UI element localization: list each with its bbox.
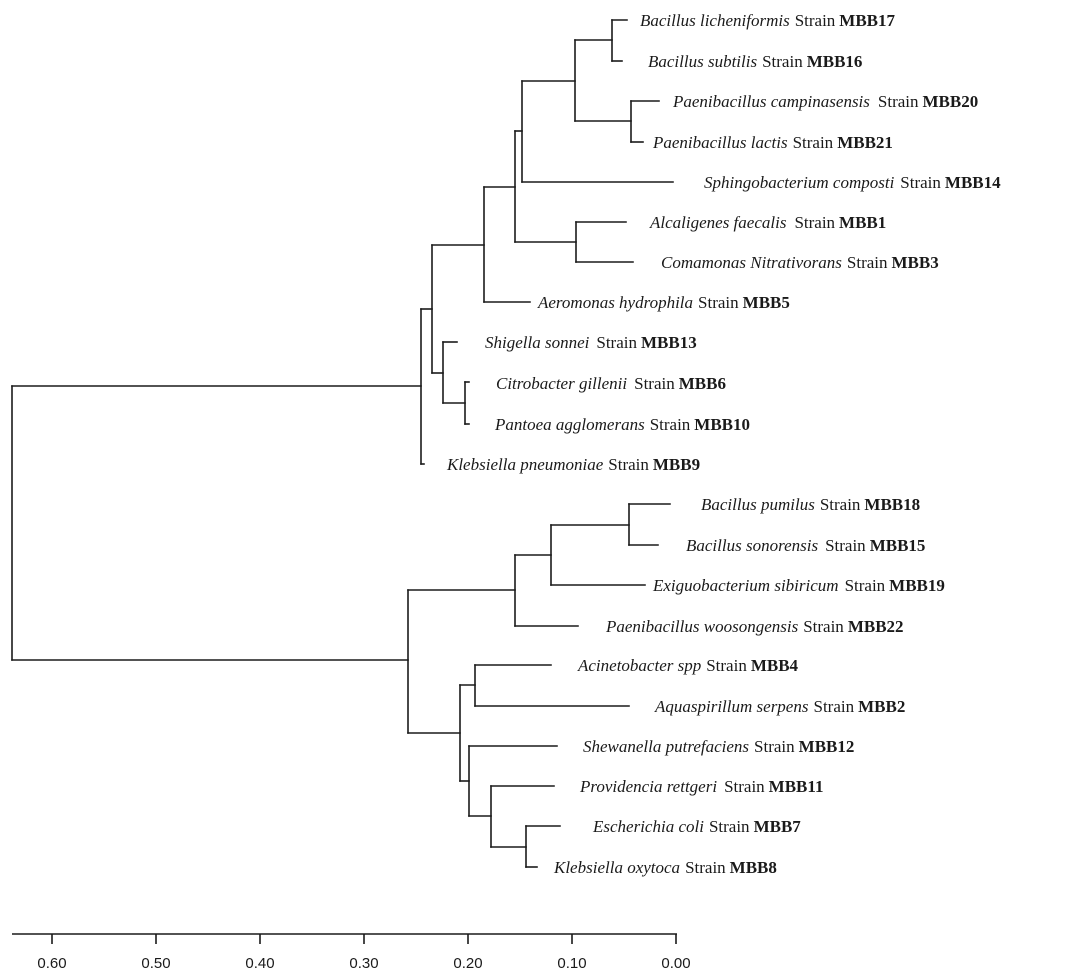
taxon-name: Escherichia coli bbox=[592, 817, 704, 836]
strain-word: Strain bbox=[878, 92, 919, 111]
strain-word: Strain bbox=[650, 415, 691, 434]
leaf-labels: Bacillus licheniformis Strain MBB17 Bacill… bbox=[446, 11, 1001, 877]
taxon-name: Aquaspirillum serpens bbox=[654, 697, 809, 716]
leaf-label: Klebsiella oxytoca Strain MBB8 bbox=[553, 858, 777, 877]
leaf-label: Shigella sonnei Strain MBB13 bbox=[485, 333, 697, 352]
taxon-name: Acinetobacter spp bbox=[577, 656, 701, 675]
strain-word: Strain bbox=[762, 52, 803, 71]
strain-word: Strain bbox=[845, 576, 886, 595]
leaf-label: Bacillus subtilis Strain MBB16 bbox=[648, 52, 862, 71]
taxon-name: Pantoea agglomerans bbox=[494, 415, 645, 434]
strain-word: Strain bbox=[813, 697, 854, 716]
taxon-name: Bacillus pumilus bbox=[701, 495, 815, 514]
strain-id: MBB21 bbox=[837, 133, 893, 152]
strain-id: MBB9 bbox=[653, 455, 700, 474]
strain-id: MBB14 bbox=[945, 173, 1001, 192]
scale-tick-label: 0.50 bbox=[141, 955, 170, 972]
strain-word: Strain bbox=[825, 536, 866, 555]
strain-id: MBB20 bbox=[923, 92, 979, 111]
strain-id: MBB11 bbox=[769, 777, 824, 796]
strain-word: Strain bbox=[820, 495, 861, 514]
leaf-label: Bacillus licheniformis Strain MBB17 bbox=[640, 11, 896, 30]
leaf-label: Paenibacillus woosongensis Strain MBB22 bbox=[605, 617, 904, 636]
strain-id: MBB8 bbox=[730, 858, 777, 877]
strain-word: Strain bbox=[795, 11, 836, 30]
strain-word: Strain bbox=[596, 333, 637, 352]
leaf-label: Alcaligenes faecalis Strain MBB1 bbox=[649, 213, 886, 232]
scale-tick-label: 0.10 bbox=[557, 955, 586, 972]
strain-word: Strain bbox=[900, 173, 941, 192]
strain-word: Strain bbox=[803, 617, 844, 636]
taxon-name: Bacillus sonorensis bbox=[686, 536, 818, 555]
taxon-name: Bacillus licheniformis bbox=[640, 11, 790, 30]
strain-id: MBB4 bbox=[751, 656, 799, 675]
strain-word: Strain bbox=[706, 656, 747, 675]
strain-word: Strain bbox=[754, 737, 795, 756]
strain-id: MBB3 bbox=[892, 253, 939, 272]
leaf-label: Comamonas Nitrativorans Strain MBB3 bbox=[661, 253, 939, 272]
strain-word: Strain bbox=[793, 133, 834, 152]
taxon-name: Klebsiella pneumoniae bbox=[446, 455, 604, 474]
strain-id: MBB18 bbox=[864, 495, 920, 514]
taxon-name: Bacillus subtilis bbox=[648, 52, 757, 71]
strain-word: Strain bbox=[794, 213, 835, 232]
taxon-name: Comamonas Nitrativorans bbox=[661, 253, 842, 272]
leaf-label: Bacillus sonorensis Strain MBB15 bbox=[686, 536, 925, 555]
distance-scale: 0.60 0.50 0.40 0.30 0.20 0.10 0.00 bbox=[12, 933, 691, 972]
leaf-label: Escherichia coli Strain MBB7 bbox=[592, 817, 801, 836]
scale-tick-label: 0.30 bbox=[349, 955, 378, 972]
strain-word: Strain bbox=[685, 858, 726, 877]
scale-tick-label: 0.40 bbox=[245, 955, 274, 972]
strain-id: MBB12 bbox=[799, 737, 855, 756]
strain-word: Strain bbox=[634, 374, 675, 393]
leaf-label: Citrobacter gillenii Strain MBB6 bbox=[496, 374, 726, 393]
leaf-label: Pantoea agglomerans Strain MBB10 bbox=[494, 415, 750, 434]
taxon-name: Paenibacillus lactis bbox=[652, 133, 788, 152]
scale-tick-label: 0.00 bbox=[661, 955, 690, 972]
taxon-name: Shigella sonnei bbox=[485, 333, 590, 352]
strain-word: Strain bbox=[709, 817, 750, 836]
strain-word: Strain bbox=[847, 253, 888, 272]
leaf-label: Aquaspirillum serpens Strain MBB2 bbox=[654, 697, 905, 716]
strain-word: Strain bbox=[724, 777, 765, 796]
leaf-label: Shewanella putrefaciens Strain MBB12 bbox=[583, 737, 854, 756]
strain-id: MBB17 bbox=[839, 11, 895, 30]
strain-word: Strain bbox=[698, 293, 739, 312]
taxon-name: Paenibacillus woosongensis bbox=[605, 617, 799, 636]
strain-id: MBB5 bbox=[743, 293, 790, 312]
taxon-name: Sphingobacterium composti bbox=[704, 173, 895, 192]
strain-id: MBB10 bbox=[694, 415, 750, 434]
taxon-name: Citrobacter gillenii bbox=[496, 374, 627, 393]
taxon-name: Providencia rettgeri bbox=[579, 777, 717, 796]
strain-id: MBB15 bbox=[870, 536, 926, 555]
strain-id: MBB6 bbox=[679, 374, 726, 393]
taxon-name: Klebsiella oxytoca bbox=[553, 858, 680, 877]
leaf-label: Acinetobacter spp Strain MBB4 bbox=[577, 656, 799, 675]
taxon-name: Shewanella putrefaciens bbox=[583, 737, 749, 756]
strain-id: MBB16 bbox=[807, 52, 863, 71]
taxon-name: Aeromonas hydrophila bbox=[537, 293, 693, 312]
leaf-label: Sphingobacterium composti Strain MBB14 bbox=[704, 173, 1001, 192]
leaf-label: Bacillus pumilus Strain MBB18 bbox=[701, 495, 920, 514]
leaf-label: Providencia rettgeri Strain MBB11 bbox=[579, 777, 823, 796]
leaf-label: Klebsiella pneumoniae Strain MBB9 bbox=[446, 455, 700, 474]
leaf-label: Aeromonas hydrophila Strain MBB5 bbox=[537, 293, 790, 312]
strain-id: MBB13 bbox=[641, 333, 697, 352]
strain-id: MBB19 bbox=[889, 576, 945, 595]
taxon-name: Exiguobacterium sibiricum bbox=[652, 576, 839, 595]
taxon-name: Paenibacillus campinasensis bbox=[672, 92, 870, 111]
leaf-label: Paenibacillus lactis Strain MBB21 bbox=[652, 133, 893, 152]
leaf-label: Paenibacillus campinasensis Strain MBB20 bbox=[672, 92, 978, 111]
strain-id: MBB2 bbox=[858, 697, 905, 716]
scale-tick-label: 0.20 bbox=[453, 955, 482, 972]
taxon-name: Alcaligenes faecalis bbox=[649, 213, 787, 232]
strain-id: MBB7 bbox=[754, 817, 802, 836]
strain-id: MBB22 bbox=[848, 617, 904, 636]
strain-id: MBB1 bbox=[839, 213, 886, 232]
leaf-label: Exiguobacterium sibiricum Strain MBB19 bbox=[652, 576, 945, 595]
tree-branches bbox=[11, 19, 674, 868]
scale-tick-label: 0.60 bbox=[37, 955, 66, 972]
strain-word: Strain bbox=[608, 455, 649, 474]
